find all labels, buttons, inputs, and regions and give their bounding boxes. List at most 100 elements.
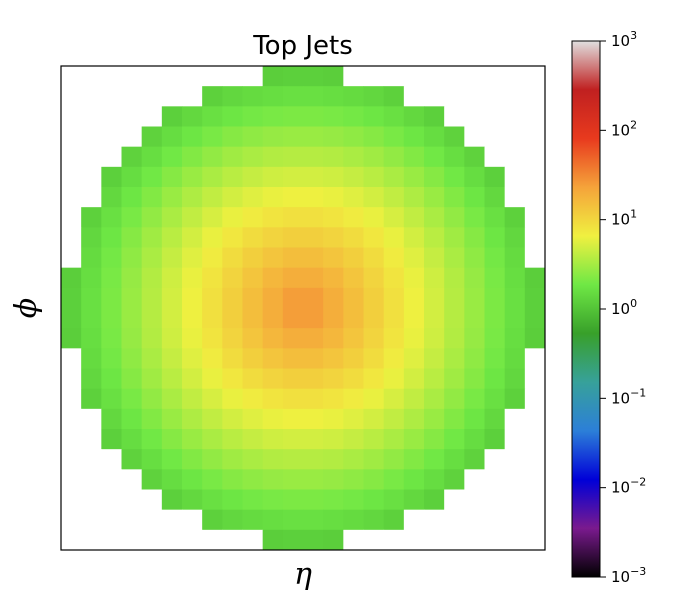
heatmap-cell — [303, 509, 324, 531]
heatmap-cell — [81, 106, 102, 127]
heatmap-cell — [524, 207, 546, 228]
heatmap-cell — [242, 187, 264, 208]
heatmap-cell — [161, 529, 183, 551]
heatmap-cell — [121, 247, 143, 269]
heatmap-cell — [121, 166, 143, 188]
heatmap-cell — [383, 247, 405, 269]
heatmap-cell — [323, 408, 344, 430]
heatmap-cell — [101, 227, 122, 248]
heatmap-cell — [121, 287, 143, 309]
heatmap-cell — [262, 509, 284, 531]
heatmap-cell — [161, 509, 183, 531]
heatmap-cell — [323, 126, 344, 148]
heatmap-cell — [424, 146, 445, 168]
heatmap-cell — [504, 348, 526, 369]
heatmap-cell — [202, 388, 223, 410]
heatmap-cell — [182, 227, 203, 248]
heatmap-cell — [182, 308, 203, 329]
heatmap-cell — [484, 328, 506, 349]
heatmap-cell — [262, 86, 284, 107]
heatmap-cell — [424, 247, 445, 269]
heatmap-cell — [343, 86, 364, 107]
heatmap-cell — [444, 66, 465, 87]
heatmap-cell — [81, 489, 102, 511]
heatmap-cell — [282, 408, 304, 430]
heatmap-cell — [383, 66, 405, 87]
heatmap-cell — [81, 368, 102, 390]
heatmap-cell — [262, 469, 284, 490]
heatmap-cell — [101, 247, 122, 269]
heatmap-cell — [242, 348, 264, 369]
heatmap-cell — [323, 267, 344, 289]
heatmap-cell — [282, 469, 304, 490]
heatmap-cell — [101, 388, 122, 410]
heatmap-cell — [101, 429, 122, 450]
heatmap-cell — [484, 267, 506, 289]
heatmap-cell — [424, 126, 445, 148]
heatmap-cell — [323, 287, 344, 309]
heatmap-cell — [202, 267, 223, 289]
heatmap-cell — [161, 308, 183, 329]
heatmap-cell — [323, 187, 344, 208]
heatmap-cell — [222, 166, 243, 188]
heatmap-cell — [182, 247, 203, 269]
heatmap-cell — [202, 126, 223, 148]
heatmap-cell — [524, 247, 546, 269]
heatmap-cell — [524, 146, 546, 168]
heatmap-cell — [282, 126, 304, 148]
heatmap-cell — [262, 489, 284, 511]
heatmap-cell — [202, 348, 223, 369]
heatmap-cell — [303, 287, 324, 309]
heatmap-cell — [141, 469, 163, 490]
heatmap-cell — [323, 146, 344, 168]
heatmap-cell — [444, 126, 465, 148]
heatmap-cell — [222, 328, 243, 349]
heatmap-cell — [403, 348, 425, 369]
heatmap-cell — [403, 368, 425, 390]
heatmap-cell — [101, 146, 122, 168]
heatmap-cell — [363, 187, 385, 208]
heatmap-cell — [81, 146, 102, 168]
heatmap-cell — [141, 529, 163, 551]
heatmap-cell — [484, 529, 506, 551]
heatmap-cell — [182, 388, 203, 410]
heatmap-cell — [524, 308, 546, 329]
heatmap-cell — [182, 146, 203, 168]
heatmap-cell — [121, 187, 143, 208]
heatmap-cell — [101, 469, 122, 490]
heatmap-cells — [61, 66, 546, 551]
heatmap-cell — [323, 106, 344, 127]
heatmap-cell — [424, 509, 445, 531]
heatmap-cell — [182, 449, 203, 470]
heatmap-cell — [222, 66, 243, 87]
heatmap-cell — [121, 469, 143, 490]
heatmap-cell — [101, 287, 122, 309]
heatmap-cell — [182, 429, 203, 450]
heatmap-cell — [464, 66, 485, 87]
heatmap-cell — [504, 489, 526, 511]
heatmap-cell — [262, 328, 284, 349]
heatmap-cell — [303, 469, 324, 490]
heatmap-cell — [383, 287, 405, 309]
heatmap-cell — [61, 207, 82, 228]
heatmap-cell — [242, 489, 264, 511]
heatmap-cell — [403, 227, 425, 248]
heatmap-cell — [504, 509, 526, 531]
heatmap-cell — [444, 227, 465, 248]
heatmap-cell — [161, 106, 183, 127]
heatmap-cell — [61, 247, 82, 269]
heatmap-cell — [444, 308, 465, 329]
heatmap-cell — [61, 308, 82, 329]
heatmap-cell — [424, 106, 445, 127]
heatmap-cell — [202, 328, 223, 349]
heatmap-cell — [262, 429, 284, 450]
heatmap-cell — [323, 509, 344, 531]
heatmap-cell — [323, 66, 344, 87]
heatmap-cell — [222, 207, 243, 228]
heatmap-cell — [242, 429, 264, 450]
heatmap-cell — [403, 328, 425, 349]
heatmap-cell — [182, 509, 203, 531]
heatmap-cell — [101, 66, 122, 87]
heatmap-cell — [383, 449, 405, 470]
heatmap-cell — [424, 529, 445, 551]
